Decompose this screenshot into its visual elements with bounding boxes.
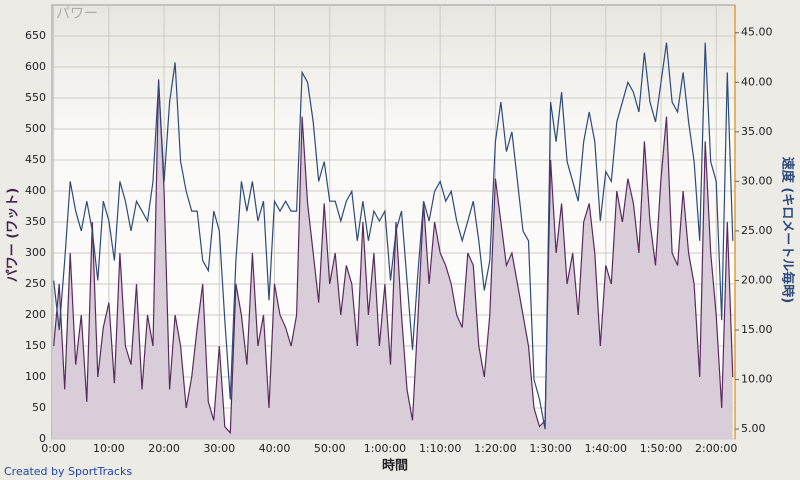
y2-tick-label: 5.00 bbox=[741, 422, 766, 435]
speed-line bbox=[53, 42, 734, 430]
x-tick-label: 50:00 bbox=[314, 442, 346, 455]
x-tick-label: 1:30:00 bbox=[529, 442, 571, 455]
y2-tick-label: 25.00 bbox=[741, 224, 773, 237]
y2-tick-label: 20.00 bbox=[741, 273, 773, 286]
y2-tick-label: 35.00 bbox=[741, 125, 773, 138]
y-tick-label: 450 bbox=[25, 153, 46, 166]
x-tick-label: 1:20:00 bbox=[474, 442, 516, 455]
x-axis-title: 時間 bbox=[382, 458, 408, 474]
y-tick-label: 550 bbox=[25, 91, 46, 104]
y-tick-label: 100 bbox=[25, 370, 46, 383]
y-tick-label: 500 bbox=[25, 122, 46, 135]
y2-tick-label: 10.00 bbox=[741, 373, 773, 386]
y2-axis-title: 速度 (キロメートル毎時) bbox=[780, 157, 796, 303]
y-tick-label: 600 bbox=[25, 60, 46, 73]
y2-tick-label: 15.00 bbox=[741, 323, 773, 336]
y-tick-label: 650 bbox=[25, 29, 46, 42]
y-tick-label: 50 bbox=[32, 401, 46, 414]
power-area bbox=[53, 79, 733, 440]
y-tick-label: 250 bbox=[25, 277, 46, 290]
x-tick-label: 1:40:00 bbox=[585, 442, 627, 455]
y-tick-label: 350 bbox=[25, 215, 46, 228]
y-tick-label: 150 bbox=[25, 339, 46, 352]
x-tick-label: 2:00:00 bbox=[695, 442, 737, 455]
x-tick-label: 40:00 bbox=[259, 442, 291, 455]
watermark: パワー bbox=[56, 6, 98, 22]
x-tick-label: 1:10:00 bbox=[419, 442, 461, 455]
y2-tick-label: 40.00 bbox=[741, 75, 773, 88]
credit[interactable]: Created by SportTracks bbox=[4, 465, 132, 478]
power-line bbox=[53, 79, 734, 435]
y2-tick-label: 30.00 bbox=[741, 174, 773, 187]
x-tick-label: 20:00 bbox=[148, 442, 180, 455]
x-tick-label: 1:00:00 bbox=[364, 442, 406, 455]
x-tick-label: 1:50:00 bbox=[640, 442, 682, 455]
y-axis-title: パワー (ワット) bbox=[6, 188, 21, 282]
y-tick-label: 400 bbox=[25, 184, 46, 197]
y2-tick-label: 45.00 bbox=[741, 26, 773, 39]
y-tick-label: 300 bbox=[25, 246, 46, 259]
x-tick-label: 30:00 bbox=[203, 442, 235, 455]
y-tick-label: 200 bbox=[25, 308, 46, 321]
x-tick-label: 0:00 bbox=[41, 442, 66, 455]
y-tick-label: 0 bbox=[39, 432, 46, 445]
x-tick-label: 10:00 bbox=[93, 442, 125, 455]
